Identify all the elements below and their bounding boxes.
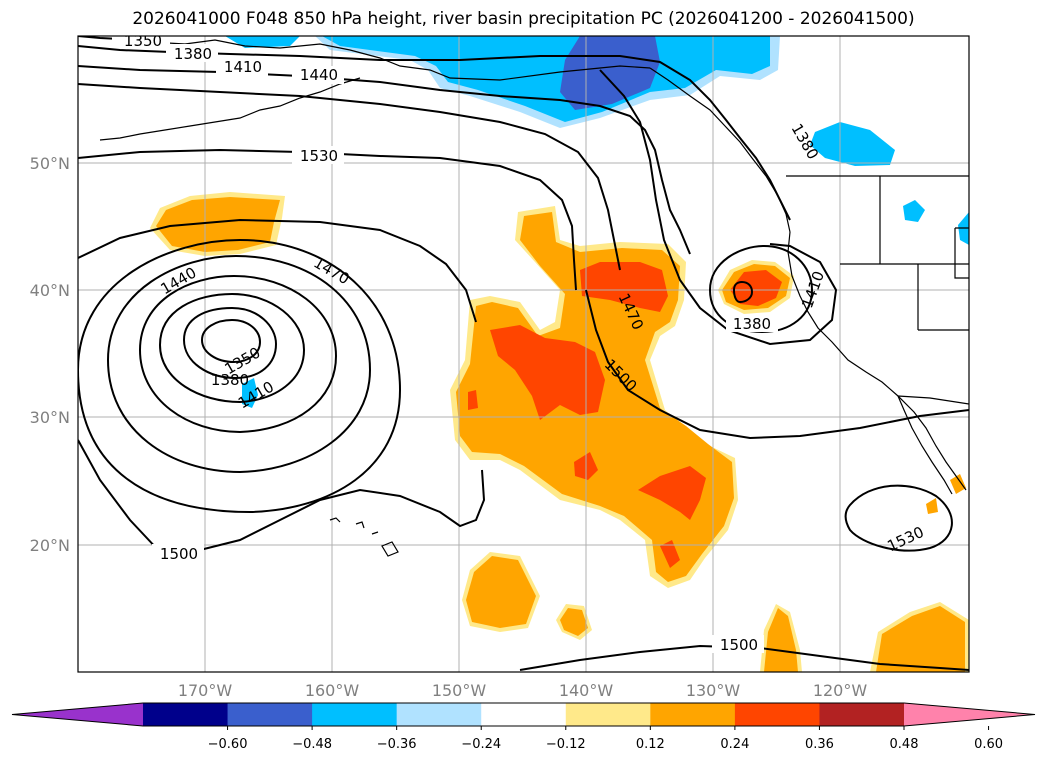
us-west-coastline [787,231,967,491]
colorbar-swatch [227,703,313,726]
strong-negative-pc-core [560,36,660,110]
contour-label-bg [166,44,218,62]
colorbar-tick-label: 0.12 [636,737,665,752]
low-center-ring-2 [106,254,372,474]
contour-label: 1380 [211,371,249,389]
colorbar-swatch [565,703,651,726]
contour-1500-south [78,439,486,554]
low-center-ring-6 [200,318,262,364]
colorbar-tick-label: 0.48 [890,737,919,752]
contour-label-bg [152,544,204,562]
lon-label-170w: 170°W [178,681,233,700]
lat-label-50n: 50°N [30,154,70,173]
colorbar-swatch [143,703,229,726]
coastlines [99,36,969,557]
colorbar-tick-label: −0.48 [292,737,332,752]
contour-label-bg [292,146,344,164]
lon-label-140w: 140°W [559,681,614,700]
positive-pc-core-south-4 [876,606,965,672]
positive-pc-core-south-2 [560,608,588,636]
contour-1500-central [585,289,969,440]
us-state-borders [840,176,969,331]
strong-positive-pc-coast [730,270,782,306]
contour-label: 1380 [174,45,212,63]
us-mexico-border [897,395,969,405]
colorbar-extend-high [904,703,1035,726]
colorbar-tick-label: −0.12 [546,737,586,752]
low-center-ring-4 [158,292,306,404]
colorbar-swatch [481,703,567,726]
strong-positive-pc-central-3 [468,390,478,410]
contour-label: 1410 [224,58,262,76]
contour-1470-central [599,69,838,346]
positive-pc-core-south-3 [764,608,798,672]
contour-label-bg [712,635,764,653]
positive-pc-area-baja-2 [926,498,938,514]
contour-1530-south-high [844,484,953,552]
positive-pc-area-baja [950,474,966,494]
contour-label: 1530 [300,147,338,165]
colorbar-extend-low [12,703,143,726]
colorbar-tick-label: 0.24 [720,737,749,752]
map-panel: 1350 1380 1410 1440 1530 1470 1440 1350 … [77,32,970,673]
lat-label-40n: 40°N [30,281,70,300]
precipitation-shading [150,36,969,672]
contour-1380-north [78,45,791,221]
lon-label-130w: 130°W [686,681,741,700]
contour-label: 1380 [733,315,771,333]
gridlines [78,36,969,672]
colorbar-tick-label: −0.36 [377,737,417,752]
hawaii-islands [329,517,399,557]
aleutian-islands [99,77,361,141]
contour-label-bg [216,58,268,76]
lon-label-120w: 120°W [813,681,868,700]
contour-1530-north [78,148,577,291]
colorbar-swatch [650,703,736,726]
contour-label-bg [726,314,778,332]
strong-positive-pc-central-2 [490,325,605,420]
positive-pc-core-northwest [156,197,280,252]
positive-pc-core-south-1 [466,556,536,628]
contour-1500-low [78,218,477,323]
longitude-labels: 170°W 160°W 150°W 140°W 130°W 120°W [178,681,868,700]
baja-california-coast [897,395,953,495]
colorbar: −0.60 −0.48 −0.36 −0.24 −0.12 0.12 0.24 0.36 0.4… [11,702,1036,752]
low-center-ring-1 [78,238,402,514]
contour-label: 1350 [124,32,162,50]
colorbar-swatch [734,703,820,726]
contour-label-bg [112,36,170,48]
colorbar-outline [11,702,1036,727]
alaska-coastline [129,36,651,81]
map-frame [77,35,970,673]
strong-positive-pc-central-6 [660,540,680,568]
strong-positive-pc-central-5 [638,466,706,520]
contour-1440-north [78,83,621,271]
height-contours [78,36,969,671]
lat-label-30n: 30°N [30,408,70,427]
contour-label: 1440 [300,66,338,84]
colorbar-swatch [396,703,482,726]
colorbar-tick-label: 0.60 [974,737,1003,752]
colorbar-tick-label: −0.24 [461,737,501,752]
colorbar-tick-label: 0.36 [805,737,834,752]
map-title: 2026041000 F048 850 hPa height, river ba… [132,9,915,29]
colorbar-swatch [312,703,398,726]
low-center-ring-5 [182,306,278,380]
negative-pc-area-canada [810,122,895,166]
low-center-ring-3 [138,274,338,434]
lon-label-160w: 160°W [305,681,360,700]
latitude-labels: 50°N 40°N 30°N 20°N [30,154,70,555]
contour-label: 1500 [160,545,198,563]
lon-label-150w: 150°W [432,681,487,700]
contour-label: 1500 [720,636,758,654]
strong-positive-pc-central-1 [580,262,668,312]
cutoff-low-coast-ring-2 [732,280,754,304]
colorbar-tick-label: −0.60 [208,737,248,752]
colorbar-swatch [819,703,905,726]
negative-pc-area-north [225,36,300,48]
contour-label-bg [292,66,344,84]
lat-label-20n: 20°N [30,536,70,555]
negative-pc-area-rockies [903,200,925,222]
